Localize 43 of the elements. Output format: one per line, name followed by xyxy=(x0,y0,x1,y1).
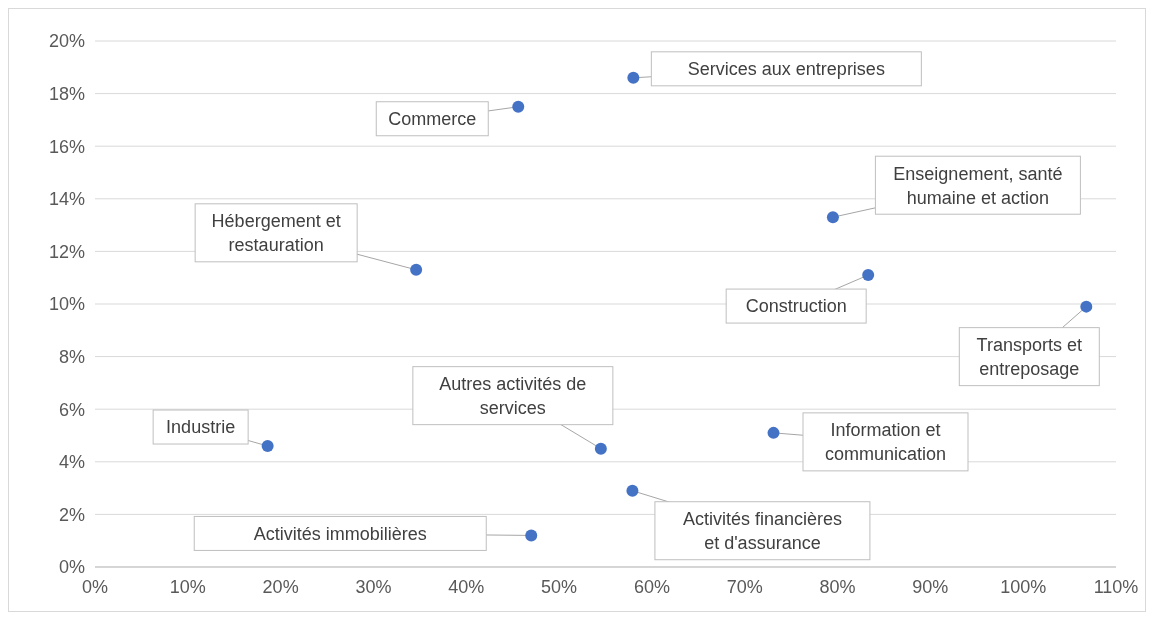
annotation: Enseignement, santé humaine et action xyxy=(893,163,1063,208)
x-tick-label: 20% xyxy=(262,577,299,597)
annotation: Activités immobilières xyxy=(253,523,427,544)
y-tick-label: 16% xyxy=(48,136,85,157)
annotation: Activités financières et d'assurance xyxy=(682,509,842,554)
y-tick-label: 20% xyxy=(48,31,85,52)
y-tick-label: 18% xyxy=(48,83,85,104)
point xyxy=(512,100,525,113)
y-tick-label: 10% xyxy=(48,294,85,315)
x-tick-label: 100% xyxy=(1000,577,1047,597)
point xyxy=(767,426,780,439)
x-tick-label: 60% xyxy=(633,577,670,597)
annotation: Autres activités de services xyxy=(439,373,587,418)
annotation: Industrie xyxy=(166,417,236,438)
point xyxy=(525,529,538,542)
point xyxy=(594,442,607,455)
x-tick-label: 70% xyxy=(726,577,763,597)
y-tick-label: 8% xyxy=(58,346,85,367)
x-tick-label: 90% xyxy=(912,577,949,597)
point xyxy=(261,440,274,453)
annotation: Information et communication xyxy=(824,420,947,465)
point xyxy=(410,263,423,276)
y-tick-label: 14% xyxy=(48,189,85,210)
y-tick-label: 12% xyxy=(48,241,85,262)
x-tick-label: 10% xyxy=(169,577,206,597)
annotation: Commerce xyxy=(388,109,477,130)
x-tick-label: 50% xyxy=(541,577,578,597)
x-tick-label: 80% xyxy=(819,577,856,597)
point xyxy=(1080,300,1093,313)
x-tick-label: 0% xyxy=(81,577,109,597)
x-tick-label: 30% xyxy=(355,577,392,597)
point xyxy=(862,269,875,282)
annotation: Hébergement et restauration xyxy=(211,211,341,256)
x-tick-label: 110% xyxy=(1093,577,1139,597)
point xyxy=(626,484,639,497)
annotation: Construction xyxy=(745,296,847,317)
annotation: Transports et entreposage xyxy=(976,334,1082,379)
point xyxy=(826,211,839,224)
y-tick-label: 4% xyxy=(58,452,85,473)
y-tick-label: 6% xyxy=(58,399,85,420)
y-tick-label: 2% xyxy=(58,504,85,525)
x-tick-label: 40% xyxy=(448,577,485,597)
y-tick-label: 0% xyxy=(58,557,85,578)
